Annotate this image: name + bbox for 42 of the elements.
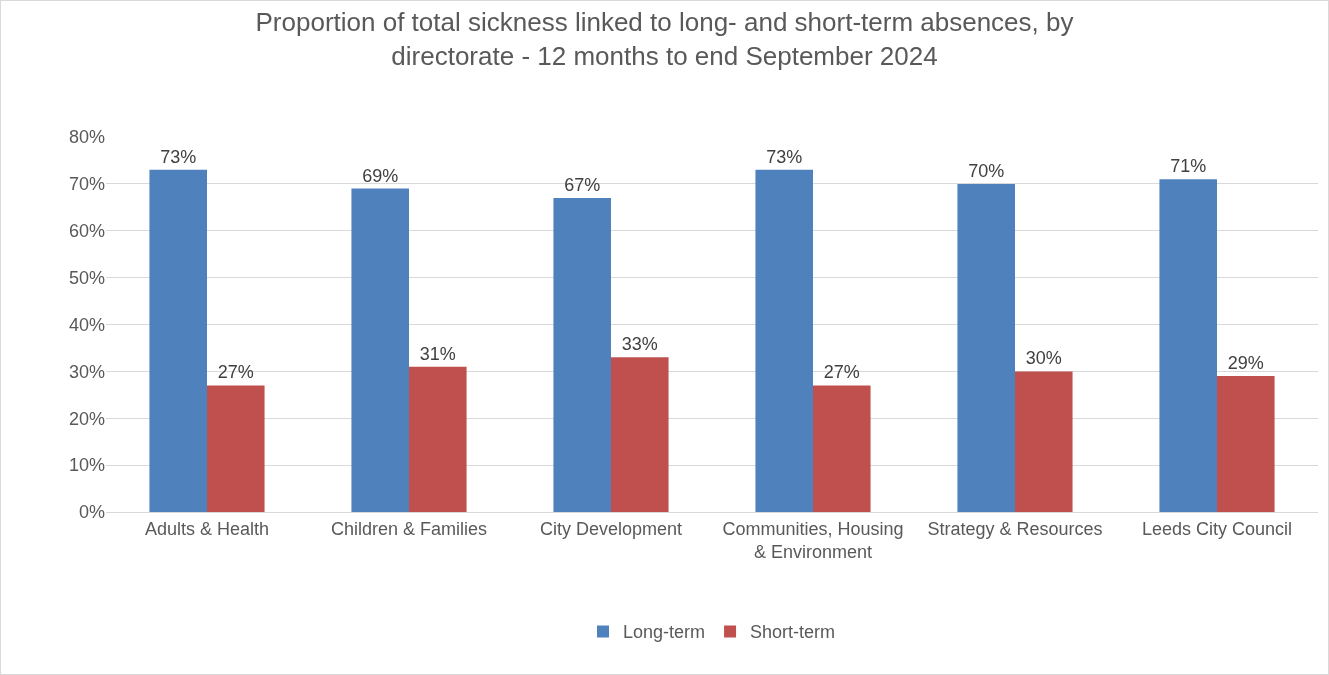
data-label: 73% (766, 146, 803, 167)
data-label: 30% (1025, 348, 1062, 369)
bar (351, 188, 409, 512)
y-tick-label: 70% (68, 174, 105, 195)
legend-label: Long-term (623, 622, 706, 643)
x-tick-label: City Development (539, 518, 683, 539)
data-label: 71% (1170, 156, 1207, 177)
x-tick-label: Leeds City Council (1141, 518, 1293, 539)
data-label: 73% (160, 146, 197, 167)
data-label: 70% (968, 160, 1005, 181)
y-tick-label: 60% (68, 221, 105, 242)
data-label: 27% (217, 362, 254, 383)
y-tick-label: 10% (68, 455, 105, 476)
x-tick-label: Communities, Housing & Environment (722, 518, 904, 562)
y-tick-label: 50% (68, 267, 105, 288)
bar (409, 366, 467, 512)
bar (553, 197, 611, 512)
data-label: 69% (362, 165, 399, 186)
data-label: 67% (564, 174, 601, 195)
y-tick-label: 20% (68, 408, 105, 429)
data-label: 27% (823, 362, 860, 383)
y-tick-label: 40% (68, 314, 105, 335)
data-label: 33% (621, 334, 658, 355)
x-tick-label: Strategy & Resources (927, 518, 1103, 539)
bar (207, 385, 265, 512)
chart-title: Proportion of total sickness linked to long- and short-term absences, by directorate - 12 months to end September 2024 (255, 7, 1074, 72)
x-tick-label: Children & Families (330, 518, 488, 539)
y-tick-label: 0% (78, 502, 105, 523)
y-tick-label: 80% (68, 127, 105, 148)
bar (813, 385, 871, 512)
data-label: 29% (1227, 353, 1264, 374)
bar (149, 169, 207, 512)
data-label: 31% (419, 343, 456, 364)
legend-label: Short-term (750, 622, 836, 643)
bar (1217, 376, 1275, 512)
bar (1015, 371, 1073, 512)
y-tick-label: 30% (68, 361, 105, 382)
bar (611, 357, 669, 512)
bar (1159, 179, 1217, 512)
bar (755, 169, 813, 512)
bar (957, 183, 1015, 512)
x-tick-label: Adults & Health (144, 518, 270, 539)
